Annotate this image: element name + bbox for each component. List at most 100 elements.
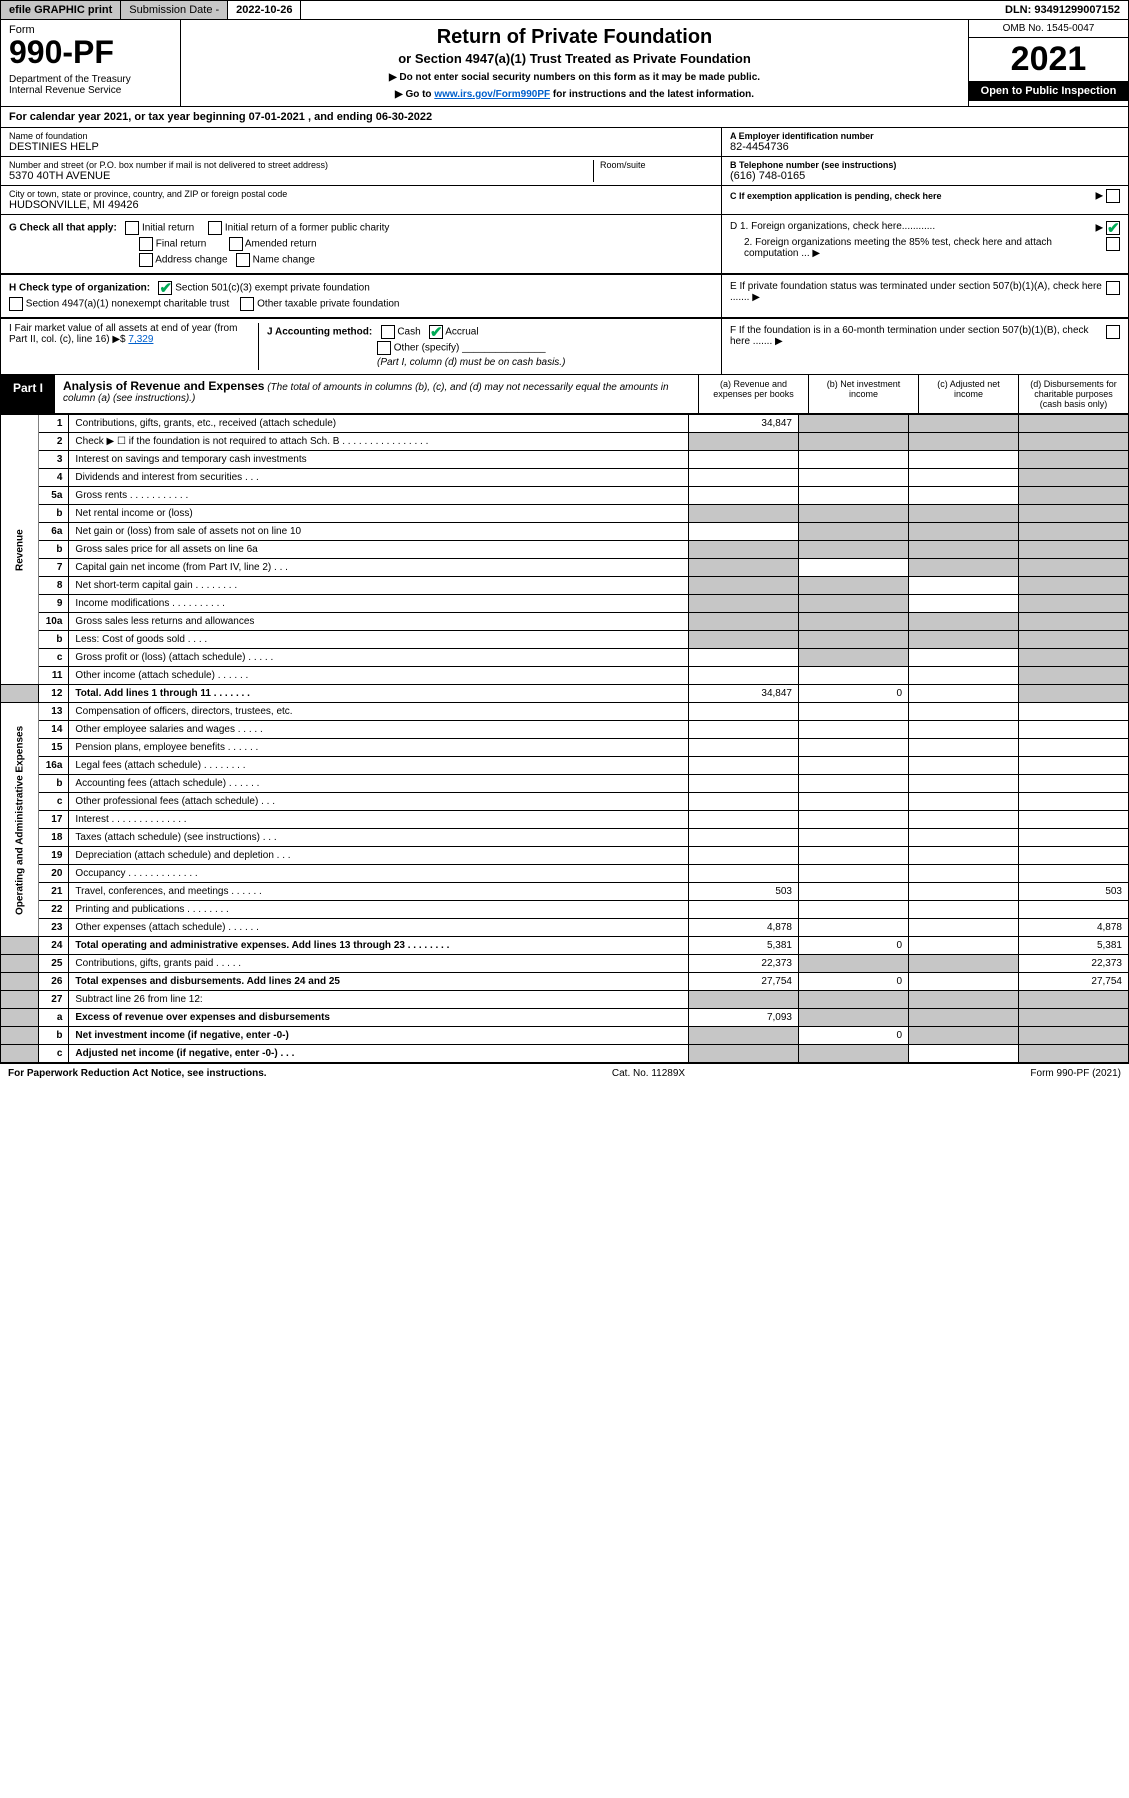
l12-a: 34,847	[689, 685, 799, 703]
l25-d: 22,373	[1019, 955, 1129, 973]
e-checkbox[interactable]	[1106, 281, 1120, 295]
city-state-zip: HUDSONVILLE, MI 49426	[9, 199, 713, 211]
g-initial-checkbox[interactable]	[125, 221, 139, 235]
j-note: (Part I, column (d) must be on cash basi…	[267, 357, 713, 368]
i-value[interactable]: 7,329	[128, 334, 153, 345]
submission-date: 2022-10-26	[228, 1, 301, 19]
h-other-checkbox[interactable]	[240, 297, 254, 311]
city-label: City or town, state or province, country…	[9, 189, 713, 199]
line-27a: Excess of revenue over expenses and disb…	[69, 1009, 689, 1027]
part1-header: Part I Analysis of Revenue and Expenses …	[0, 375, 1129, 414]
l25-a: 22,373	[689, 955, 799, 973]
street-address: 5370 40TH AVENUE	[9, 170, 593, 182]
l1-a: 34,847	[689, 415, 799, 433]
form-header: Form 990-PF Department of the Treasury I…	[0, 20, 1129, 107]
tax-year: 2021	[969, 38, 1128, 81]
l27a-a: 7,093	[689, 1009, 799, 1027]
g-final-checkbox[interactable]	[139, 237, 153, 251]
line-13: Compensation of officers, directors, tru…	[69, 703, 689, 721]
h-label: H Check type of organization:	[9, 283, 150, 294]
footer-left: For Paperwork Reduction Act Notice, see …	[8, 1068, 267, 1079]
page-footer: For Paperwork Reduction Act Notice, see …	[0, 1063, 1129, 1083]
efile-label: efile GRAPHIC print	[1, 1, 121, 19]
l24-b: 0	[799, 937, 909, 955]
line-1: Contributions, gifts, grants, etc., rece…	[69, 415, 689, 433]
opex-side-label: Operating and Administrative Expenses	[1, 703, 39, 937]
line-26: Total expenses and disbursements. Add li…	[69, 973, 689, 991]
form-url-link[interactable]: www.irs.gov/Form990PF	[434, 89, 550, 100]
g-label: G Check all that apply:	[9, 223, 117, 234]
line-7: Capital gain net income (from Part IV, l…	[69, 559, 689, 577]
d2-label: 2. Foreign organizations meeting the 85%…	[730, 237, 1106, 259]
goto-post: for instructions and the latest informat…	[550, 89, 754, 100]
j-accrual-checkbox[interactable]	[429, 325, 443, 339]
goto-pre: ▶ Go to	[395, 89, 434, 100]
g-amended-checkbox[interactable]	[229, 237, 243, 251]
part1-table: Revenue 1Contributions, gifts, grants, e…	[0, 414, 1129, 1063]
col-b-header: (b) Net investment income	[808, 375, 918, 413]
line-8: Net short-term capital gain . . . . . . …	[69, 577, 689, 595]
h-501c3-checkbox[interactable]	[158, 281, 172, 295]
line-12: Total. Add lines 1 through 11 . . . . . …	[69, 685, 689, 703]
tel-label: B Telephone number (see instructions)	[730, 160, 1120, 170]
g-addr-change-checkbox[interactable]	[139, 253, 153, 267]
name-label: Name of foundation	[9, 131, 713, 141]
l23-a: 4,878	[689, 919, 799, 937]
ein-value: 82-4454736	[730, 141, 1120, 153]
h-4947-checkbox[interactable]	[9, 297, 23, 311]
form-number: 990-PF	[9, 36, 172, 68]
revenue-side-label: Revenue	[1, 415, 39, 685]
line-4: Dividends and interest from securities .…	[69, 469, 689, 487]
goto-note: ▶ Go to www.irs.gov/Form990PF for instru…	[187, 89, 962, 100]
line-22: Printing and publications . . . . . . . …	[69, 901, 689, 919]
addr-label: Number and street (or P.O. box number if…	[9, 160, 593, 170]
line-27b: Net investment income (if negative, ente…	[69, 1027, 689, 1045]
d2-checkbox[interactable]	[1106, 237, 1120, 251]
l23-d: 4,878	[1019, 919, 1129, 937]
footer-mid: Cat. No. 11289X	[612, 1068, 685, 1079]
g-amended: Amended return	[245, 239, 317, 250]
line-5b: Net rental income or (loss)	[69, 505, 689, 523]
ssn-note: ▶ Do not enter social security numbers o…	[187, 72, 962, 83]
j-label: J Accounting method:	[267, 327, 372, 338]
part1-title: Analysis of Revenue and Expenses	[63, 379, 264, 393]
j-other-checkbox[interactable]	[377, 341, 391, 355]
line-2: Check ▶ ☐ if the foundation is not requi…	[69, 433, 689, 451]
section-g-d: G Check all that apply: Initial return I…	[0, 215, 1129, 274]
tel-value: (616) 748-0165	[730, 170, 1120, 182]
l24-d: 5,381	[1019, 937, 1129, 955]
line-14: Other employee salaries and wages . . . …	[69, 721, 689, 739]
line-5a: Gross rents . . . . . . . . . . .	[69, 487, 689, 505]
h-opt1: Section 501(c)(3) exempt private foundat…	[175, 283, 370, 294]
top-bar: efile GRAPHIC print Submission Date - 20…	[0, 0, 1129, 20]
dln: DLN: 93491299007152	[997, 1, 1128, 19]
line-16b: Accounting fees (attach schedule) . . . …	[69, 775, 689, 793]
ein-label: A Employer identification number	[730, 131, 1120, 141]
line-6b: Gross sales price for all assets on line…	[69, 541, 689, 559]
c-checkbox[interactable]	[1106, 189, 1120, 203]
line-9: Income modifications . . . . . . . . . .	[69, 595, 689, 613]
line-15: Pension plans, employee benefits . . . .…	[69, 739, 689, 757]
room-label: Room/suite	[600, 160, 713, 170]
f-checkbox[interactable]	[1106, 325, 1120, 339]
g-name-change-checkbox[interactable]	[236, 253, 250, 267]
calendar-year-line: For calendar year 2021, or tax year begi…	[0, 107, 1129, 127]
j-cash-checkbox[interactable]	[381, 325, 395, 339]
line-27: Subtract line 26 from line 12:	[69, 991, 689, 1009]
foundation-name: DESTINIES HELP	[9, 141, 713, 153]
d1-label: D 1. Foreign organizations, check here..…	[730, 221, 935, 235]
info-block: Name of foundation DESTINIES HELP Number…	[0, 127, 1129, 215]
g-final: Final return	[156, 239, 207, 250]
d1-checkbox[interactable]	[1106, 221, 1120, 235]
l12-b: 0	[799, 685, 909, 703]
g-initial-former-checkbox[interactable]	[208, 221, 222, 235]
j-other: Other (specify)	[394, 343, 460, 354]
col-c-header: (c) Adjusted net income	[918, 375, 1018, 413]
line-11: Other income (attach schedule) . . . . .…	[69, 667, 689, 685]
l21-d: 503	[1019, 883, 1129, 901]
part1-tab: Part I	[1, 375, 55, 413]
form-subtitle: or Section 4947(a)(1) Trust Treated as P…	[187, 51, 962, 66]
line-6a: Net gain or (loss) from sale of assets n…	[69, 523, 689, 541]
l26-b: 0	[799, 973, 909, 991]
footer-form: Form 990-PF (2021)	[1030, 1068, 1121, 1079]
